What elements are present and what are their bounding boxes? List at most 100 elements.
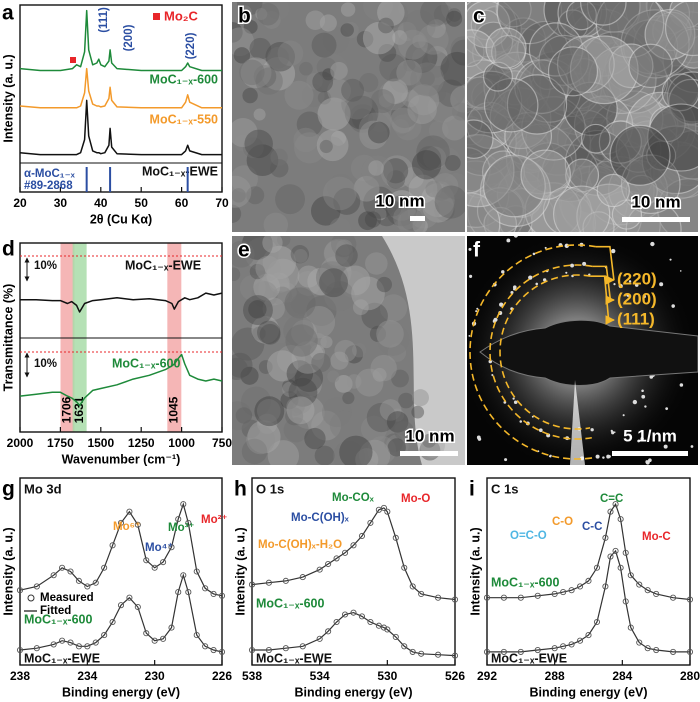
x-axis-label: Wavenumber (cm⁻¹) — [62, 452, 181, 466]
image-bg — [232, 2, 465, 232]
annotation: Mo-COₓ — [332, 492, 375, 504]
grain — [351, 108, 374, 130]
grain — [378, 17, 394, 34]
spot — [468, 247, 472, 251]
grain — [258, 273, 291, 306]
grain — [323, 238, 354, 269]
grain — [324, 240, 350, 266]
grain — [305, 10, 326, 30]
measured-point — [451, 596, 459, 603]
grain — [316, 129, 349, 162]
grain — [397, 2, 417, 18]
grain — [467, 119, 494, 159]
measured-point — [612, 501, 619, 508]
measured-point — [168, 544, 175, 551]
annotation: O 1s — [256, 481, 284, 496]
grain — [358, 211, 377, 231]
grain — [246, 144, 279, 177]
series-label: MoC₁₋ₓ-550 — [150, 112, 218, 126]
measured-point — [185, 519, 192, 526]
grain — [664, 2, 698, 57]
grain — [342, 21, 359, 39]
grain — [422, 433, 437, 448]
measured-point — [84, 583, 91, 590]
measured-point — [617, 516, 624, 523]
grain — [296, 111, 323, 138]
spot — [532, 252, 536, 256]
measured-point — [101, 632, 108, 639]
grain — [547, 46, 599, 97]
grain — [467, 36, 485, 68]
measured-point — [151, 564, 158, 571]
grain — [467, 116, 485, 146]
grain — [330, 61, 348, 80]
grain — [467, 101, 514, 149]
grain — [385, 200, 402, 217]
measured-point — [636, 639, 643, 646]
grain — [358, 112, 392, 146]
grain — [596, 173, 630, 208]
measured-point — [218, 648, 226, 655]
grain — [450, 85, 465, 113]
legend-label: Fitted — [40, 605, 71, 617]
grain — [644, 8, 696, 60]
reference-label: #89-2868 — [24, 180, 73, 192]
x-tick-label: 284 — [612, 669, 632, 683]
y-axis-label: Intensity (a. u.) — [468, 527, 482, 615]
annotation: Mo²⁺ — [201, 514, 228, 526]
spot — [582, 482, 584, 484]
chart-panel: a 20 30 40 50 60 70 2θ (Cu Kα) Intensity (a. u.)… — [1, 2, 229, 227]
measured-point — [593, 564, 601, 571]
measured-point — [341, 549, 349, 556]
ring-arc — [469, 244, 597, 460]
grain — [428, 85, 447, 103]
grain — [661, 73, 698, 112]
spot — [641, 389, 644, 393]
grain — [427, 91, 459, 123]
measured-point — [392, 633, 399, 641]
x-tick-label: 1500 — [87, 436, 114, 450]
grain — [433, 4, 454, 25]
measured-point — [248, 581, 256, 588]
measured-point — [585, 632, 592, 639]
grain — [266, 258, 300, 292]
x-axis-label: Binding energy (eV) — [294, 685, 412, 699]
grain — [241, 236, 273, 260]
spot — [611, 248, 616, 254]
measured-point — [316, 566, 323, 573]
spot — [570, 500, 574, 504]
reference-label: α-MoC₁₋ₓ — [24, 168, 76, 180]
spot — [477, 437, 482, 441]
measured-point — [202, 643, 209, 650]
grain — [256, 2, 280, 26]
x-tick-label: 30 — [54, 196, 68, 210]
measured-point — [551, 645, 558, 652]
x-tick-label: 280 — [680, 669, 700, 683]
grain — [284, 287, 316, 319]
measured-point — [380, 624, 388, 631]
grain — [405, 41, 438, 74]
grain — [452, 102, 465, 121]
grain — [451, 39, 465, 66]
series-label: MoC₁₋ₓ-600 — [24, 612, 92, 626]
grain — [288, 390, 312, 414]
spot — [663, 444, 668, 449]
grain — [408, 84, 440, 116]
grain — [422, 191, 454, 223]
spot — [542, 278, 547, 282]
measured-point — [517, 648, 524, 655]
grain — [282, 381, 298, 398]
grain — [420, 183, 455, 218]
grain — [329, 217, 352, 232]
grain — [482, 61, 513, 92]
measured-point — [16, 587, 24, 594]
scale-bar-label: 10 nm — [405, 426, 454, 445]
grain — [411, 389, 429, 407]
grain — [365, 252, 388, 275]
panel-label: a — [2, 2, 14, 25]
measured-point — [84, 643, 91, 650]
measured-point — [358, 532, 366, 540]
grain — [364, 211, 382, 228]
grain — [276, 344, 306, 374]
grain — [431, 181, 452, 201]
